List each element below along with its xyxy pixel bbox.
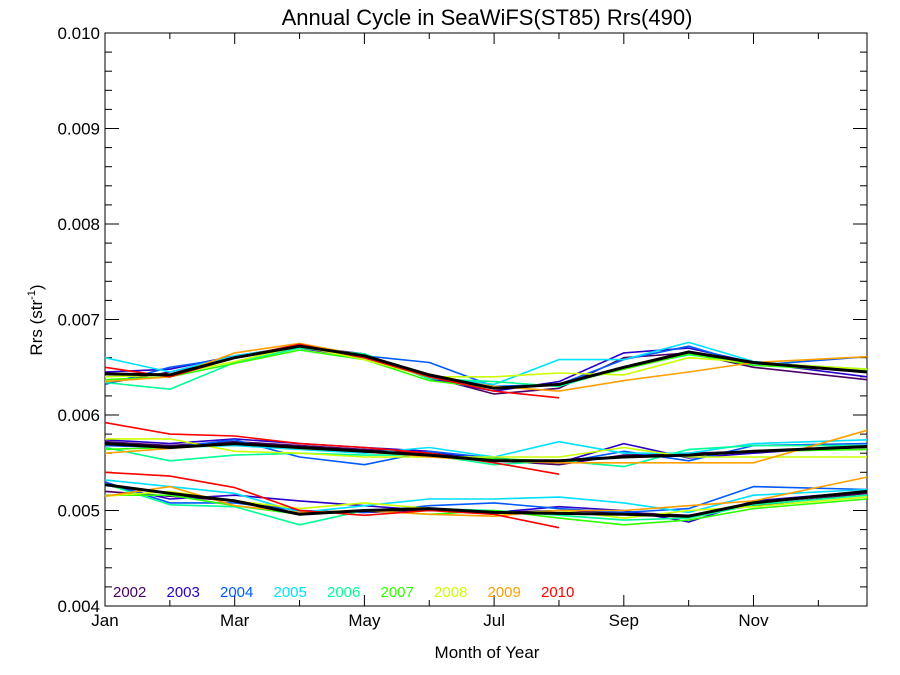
x-tick-label: May — [348, 611, 381, 630]
legend: 2002 2003 2004 2005 2006 2007 2008 2009 2010 — [113, 584, 574, 601]
legend-item-2002: 2002 — [113, 584, 146, 601]
legend-item-2006: 2006 — [327, 584, 360, 601]
plot-frame — [104, 32, 868, 607]
x-tick-label: Jan — [91, 611, 118, 630]
series-line-2006 — [104, 444, 867, 468]
y-tick-label: 0.005 — [57, 502, 100, 521]
y-axis-label: Rrs (str-1) — [26, 284, 46, 355]
legend-item-2010: 2010 — [541, 584, 574, 601]
y-tick-label: 0.008 — [57, 215, 100, 234]
series-line-2004 — [104, 439, 868, 466]
legend-item-2009: 2009 — [488, 584, 521, 601]
climatology-line — [104, 483, 868, 518]
climatology-line — [104, 344, 868, 390]
x-tick-label: Mar — [220, 611, 250, 630]
climatology-line — [104, 442, 868, 463]
y-axis-label-main: Rrs (str — [27, 300, 46, 356]
y-axis-label-sup: -1 — [26, 290, 38, 300]
y-tick-label: 0.006 — [57, 406, 100, 425]
y-axis: 0.004 0.005 0.006 0.007 0.008 0.009 0.010 — [57, 24, 867, 616]
x-axis: Jan Mar May Jul Sep Nov — [91, 33, 819, 630]
series-line-2008 — [104, 345, 868, 378]
series-line-2004 — [104, 481, 868, 514]
series-line-2009 — [104, 476, 868, 517]
x-axis-label: Month of Year — [435, 643, 540, 662]
y-tick-label: 0.004 — [57, 597, 100, 616]
series-line-2010 — [104, 471, 560, 529]
y-tick-label: 0.010 — [57, 24, 100, 43]
series-line-2005 — [104, 439, 868, 458]
x-tick-label: Jul — [483, 611, 505, 630]
legend-item-2007: 2007 — [381, 584, 414, 601]
y-tick-label: 0.009 — [57, 120, 100, 139]
x-tick-label: Nov — [738, 611, 769, 630]
legend-item-2008: 2008 — [434, 584, 467, 601]
chart-title: Annual Cycle in SeaWiFS(ST85) Rrs(490) — [282, 5, 693, 30]
legend-item-2003: 2003 — [167, 584, 200, 601]
plot-area — [104, 32, 868, 607]
legend-item-2005: 2005 — [274, 584, 307, 601]
series-layer — [104, 341, 868, 529]
x-tick-label: Sep — [609, 611, 639, 630]
y-tick-label: 0.007 — [57, 311, 100, 330]
legend-item-2004: 2004 — [220, 584, 253, 601]
y-axis-label-close: ) — [27, 284, 46, 290]
